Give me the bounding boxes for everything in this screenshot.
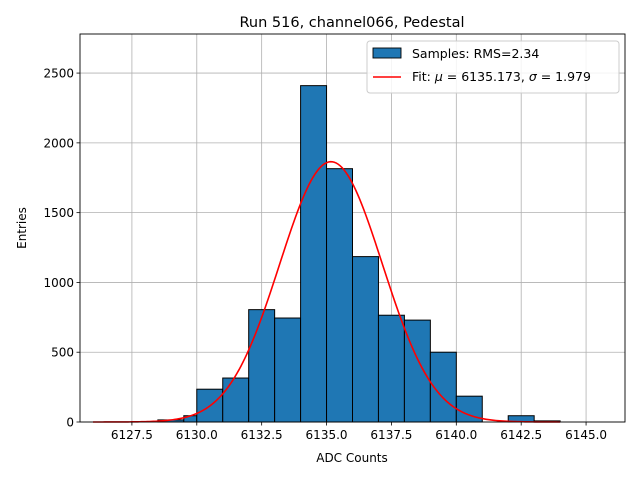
histogram-bar xyxy=(352,256,379,423)
gaussian-fit-curve xyxy=(92,160,561,423)
x-tick-label: 6132.5 xyxy=(241,428,283,442)
y-tick-label: 500 xyxy=(51,346,74,360)
legend: Samples: RMS=2.34 Fit: μ = 6135.173, σ =… xyxy=(366,40,620,94)
histogram-bar xyxy=(222,377,250,423)
plot-frame xyxy=(79,33,626,423)
legend-fit-sigma-symbol: σ xyxy=(529,69,538,84)
legend-box xyxy=(366,40,620,94)
histogram-bar xyxy=(248,309,276,423)
x-tick-label: 6140.0 xyxy=(435,428,477,442)
y-axis-ticks: 0 500 1000 1500 2000 2500 xyxy=(43,67,80,430)
histogram-bar xyxy=(326,168,353,423)
x-tick-label: 6145.0 xyxy=(565,428,607,442)
y-tick-label: 1000 xyxy=(43,276,74,290)
legend-fit-sigma-value: = 1.979 xyxy=(537,69,591,84)
x-tick-label: 6142.5 xyxy=(500,428,542,442)
histogram-bars xyxy=(157,85,561,423)
histogram-bar xyxy=(403,319,431,423)
y-tick-label: 2000 xyxy=(43,136,74,150)
x-tick-label: 6135.0 xyxy=(306,428,348,442)
histogram-bar xyxy=(274,317,302,423)
histogram-bar xyxy=(300,85,328,423)
legend-fit-mu-symbol: μ xyxy=(434,69,443,84)
x-tick-label: 6130.0 xyxy=(176,428,218,442)
y-tick-label: 2500 xyxy=(43,67,74,81)
legend-fit-prefix: Fit: xyxy=(412,69,435,84)
legend-samples-swatch xyxy=(372,47,402,59)
legend-fit-label: Fit: μ = 6135.173, σ = 1.979 xyxy=(412,69,591,84)
legend-samples-label: Samples: RMS=2.34 xyxy=(412,46,539,61)
histogram-bar xyxy=(377,314,405,423)
y-tick-label: 0 xyxy=(66,416,74,430)
x-tick-label: 6137.5 xyxy=(370,428,412,442)
chart-title: Run 516, channel066, Pedestal xyxy=(239,15,464,31)
y-axis-title: Entries xyxy=(15,207,29,249)
x-axis-title: ADC Counts xyxy=(316,451,388,465)
y-tick-label: 1500 xyxy=(43,206,74,220)
legend-fit-mu-value: = 6135.173, xyxy=(443,69,529,84)
x-tick-label: 6127.5 xyxy=(111,428,153,442)
x-axis-ticks: 6127.5 6130.0 6132.5 6135.0 6137.5 6140.0 6142… xyxy=(111,422,607,442)
